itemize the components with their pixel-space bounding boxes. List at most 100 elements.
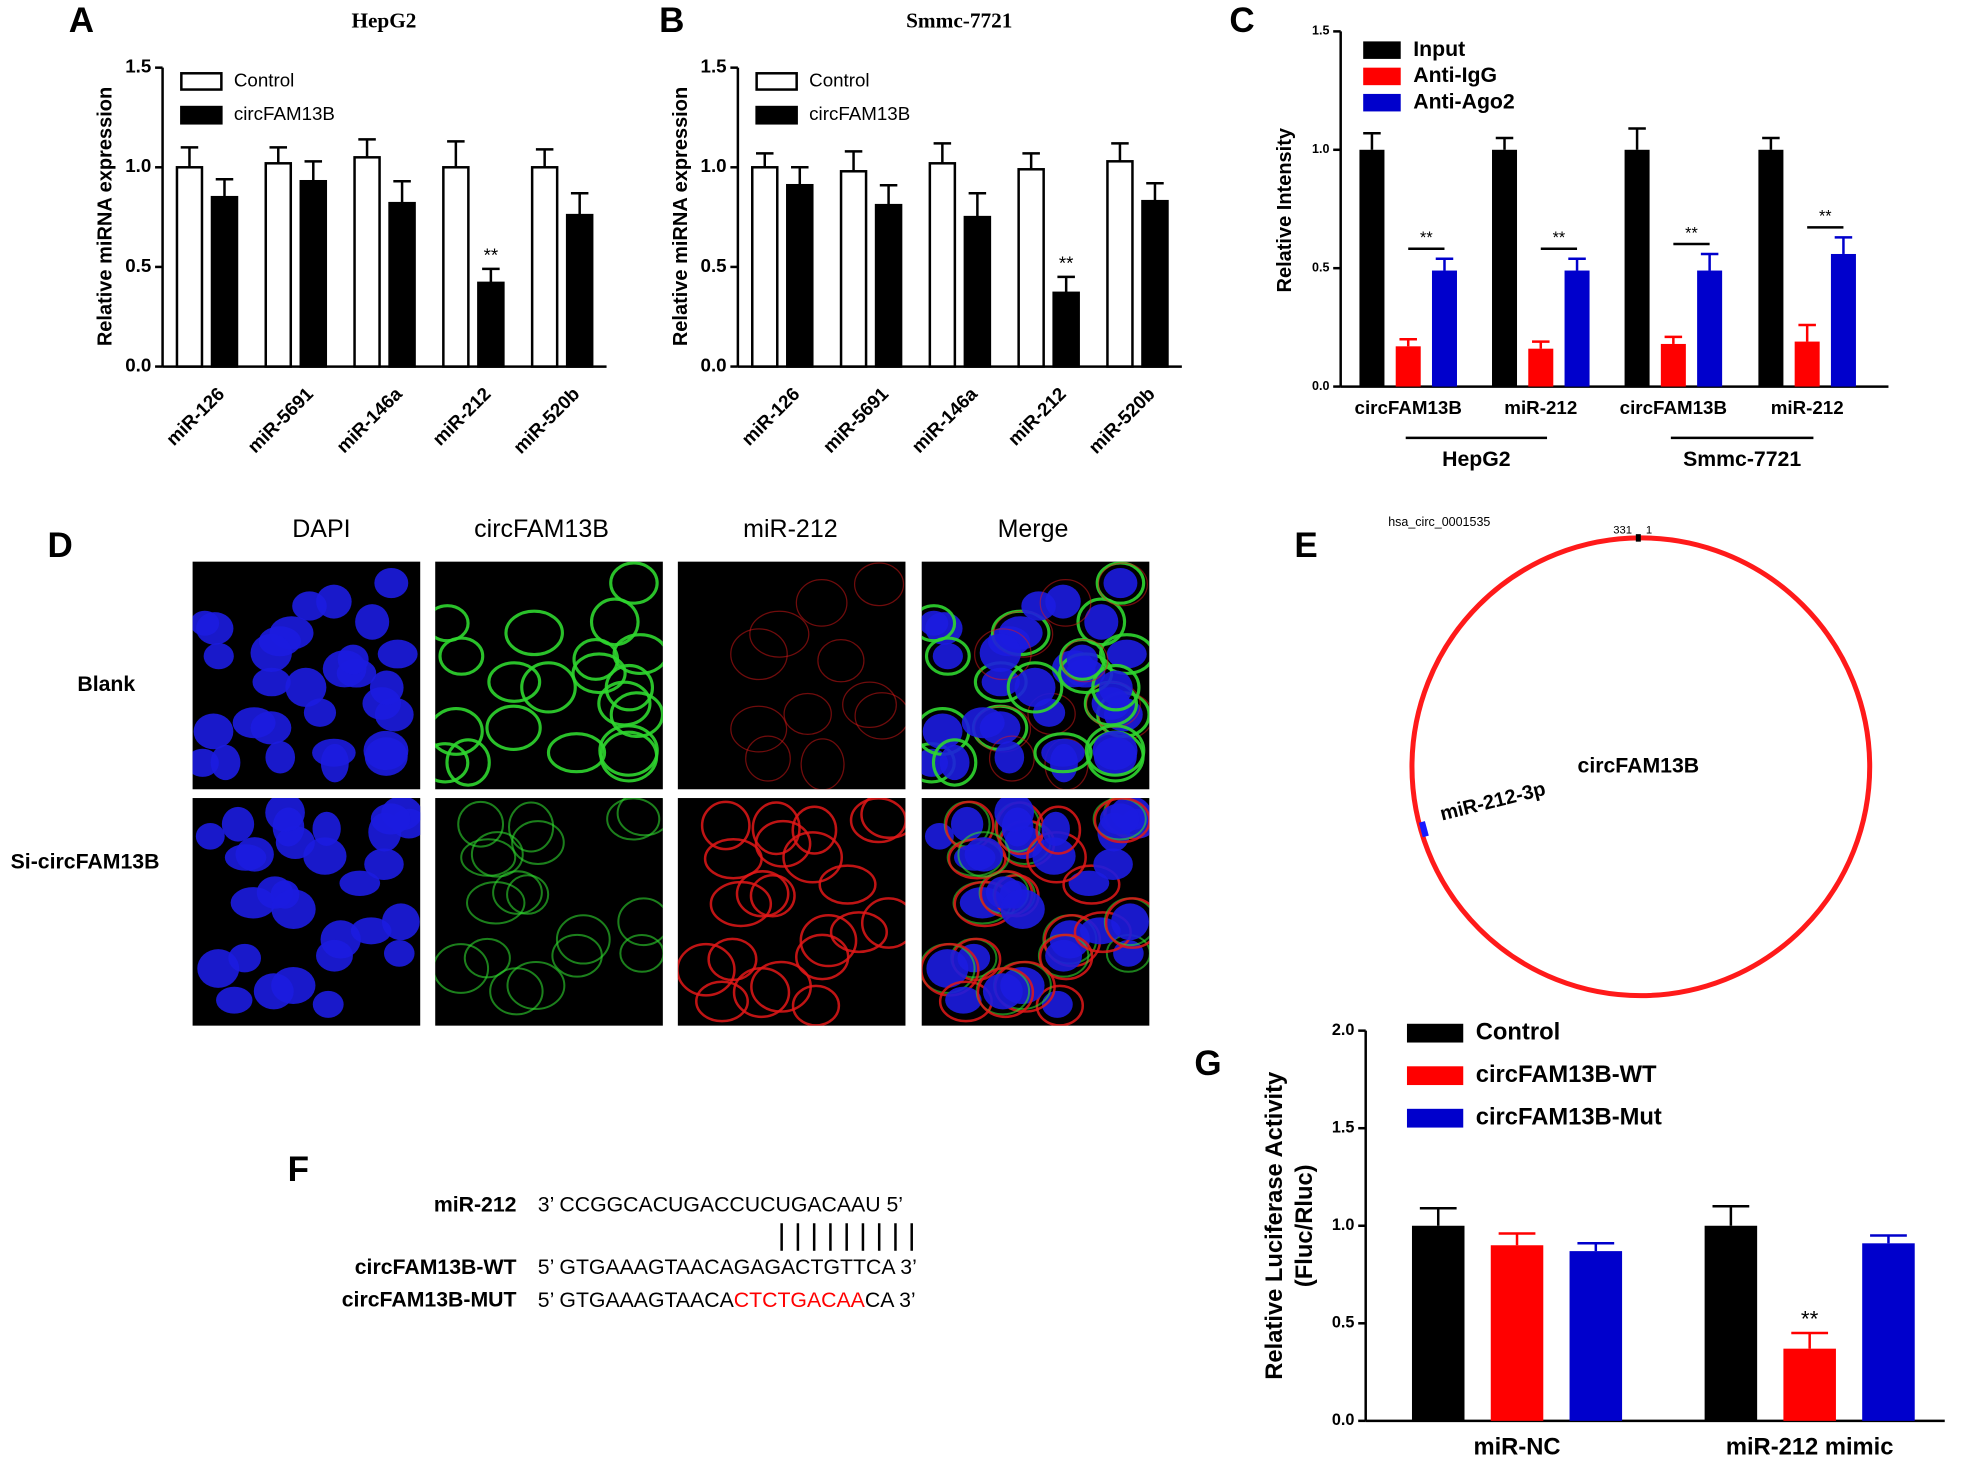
bar (1490, 1245, 1544, 1421)
legend-label: circFAM13B-Mut (1476, 1103, 1662, 1130)
nucleus (210, 744, 241, 781)
nucleus (383, 939, 415, 967)
bar (1660, 343, 1686, 387)
nucleus (1099, 803, 1140, 835)
nucleus (369, 670, 404, 705)
red-signal (730, 628, 788, 681)
green-signal (435, 742, 470, 784)
red-signal (1039, 579, 1092, 627)
y-tick-label: 0.5 (125, 255, 151, 276)
nucleus (339, 870, 381, 896)
nucleus (1103, 567, 1138, 599)
y-tick-label: 0.0 (701, 355, 727, 376)
bar (1830, 253, 1856, 387)
nucleus (232, 707, 276, 739)
sequence: 5’ GTGAAAGTAACAGAGACTGTTCA 3’ (538, 1255, 917, 1279)
bar (874, 203, 903, 368)
red-signal (703, 837, 763, 880)
bar (477, 281, 505, 368)
red-signal (791, 984, 841, 1026)
y-axis-label: Relative Intensity (1274, 127, 1296, 292)
nucleus (1092, 730, 1138, 771)
bar (210, 195, 239, 368)
y-tick-label: 1.5 (1312, 24, 1329, 38)
green-signal (445, 738, 491, 787)
legend-swatch (1363, 41, 1401, 59)
nucleus (197, 949, 240, 988)
nucleus (316, 584, 352, 619)
y-axis-label: (Fluc/Rluc) (1291, 1164, 1318, 1287)
bar (1052, 291, 1080, 368)
green-signal (506, 874, 550, 915)
legend-swatch (180, 105, 223, 125)
legend-swatch (755, 105, 798, 125)
nucleus (363, 730, 409, 771)
error-bar (1577, 1242, 1615, 1252)
error-bar (482, 267, 500, 283)
red-signal (1093, 798, 1150, 844)
significance-label: ** (484, 244, 499, 265)
nucleus (303, 837, 347, 875)
column-label: DAPI (292, 515, 350, 543)
green-signal (921, 604, 957, 643)
error-bar (1568, 257, 1586, 271)
micrograph (677, 798, 906, 1026)
red-signal (818, 864, 877, 905)
red-signal (849, 798, 906, 844)
cells (435, 798, 663, 1016)
green-signal (546, 732, 607, 774)
cells (677, 798, 906, 1026)
group-label: Smmc-7721 (1683, 447, 1801, 471)
junction-end: 1 (1646, 524, 1652, 536)
bar (1783, 1348, 1836, 1421)
error-bar (933, 142, 952, 164)
green-signal (1076, 597, 1127, 647)
red-signal (782, 831, 844, 884)
binding-site (1418, 821, 1429, 838)
error-bar (1495, 136, 1514, 150)
legend-label: Anti-Ago2 (1413, 89, 1515, 113)
x-tick-label: circFAM13B (1355, 397, 1462, 418)
green-signal (572, 638, 620, 681)
junction-mark (1635, 534, 1641, 542)
red-signal (988, 735, 1035, 782)
legend-label: Control (809, 69, 869, 90)
microscopy-grid (192, 561, 1150, 1026)
legend-label: Anti-IgG (1413, 63, 1497, 87)
y-tick-label: 1.0 (125, 155, 151, 176)
red-signal (791, 805, 838, 855)
green-signal (435, 706, 484, 756)
green-signal (931, 738, 978, 787)
cells (730, 562, 906, 790)
green-signal (609, 561, 659, 605)
image-bg (677, 798, 906, 1026)
sequence: 3’ CCGGCACUGACCUCUGACAAU 5’ (538, 1192, 903, 1216)
green-signal (1084, 724, 1146, 777)
legend-swatch (1406, 1023, 1464, 1043)
sequence-label: circFAM13B-WT (355, 1255, 517, 1279)
green-signal (571, 652, 627, 695)
bar (751, 166, 779, 368)
bar (928, 162, 957, 368)
x-tick-label: miR-NC (1473, 1434, 1560, 1461)
nucleus (312, 738, 356, 767)
y-tick-label: 0.5 (1332, 1314, 1355, 1332)
error-bar (968, 191, 987, 218)
red-signal (783, 692, 832, 736)
red-signal (799, 914, 858, 968)
bar (1411, 1225, 1465, 1421)
column-label: miR-212 (743, 515, 837, 543)
y-tick-label: 0.0 (1312, 379, 1329, 393)
bar (1758, 149, 1784, 387)
red-signal (860, 798, 906, 840)
y-tick-label: 1.0 (1312, 142, 1329, 156)
red-signal (795, 579, 848, 627)
green-signal (435, 604, 470, 643)
nucleus (203, 643, 234, 670)
bar (839, 170, 868, 368)
red-signal (677, 942, 736, 997)
error-bar (1700, 252, 1719, 271)
legend-swatch (1406, 1108, 1464, 1128)
green-signal (1033, 732, 1093, 774)
